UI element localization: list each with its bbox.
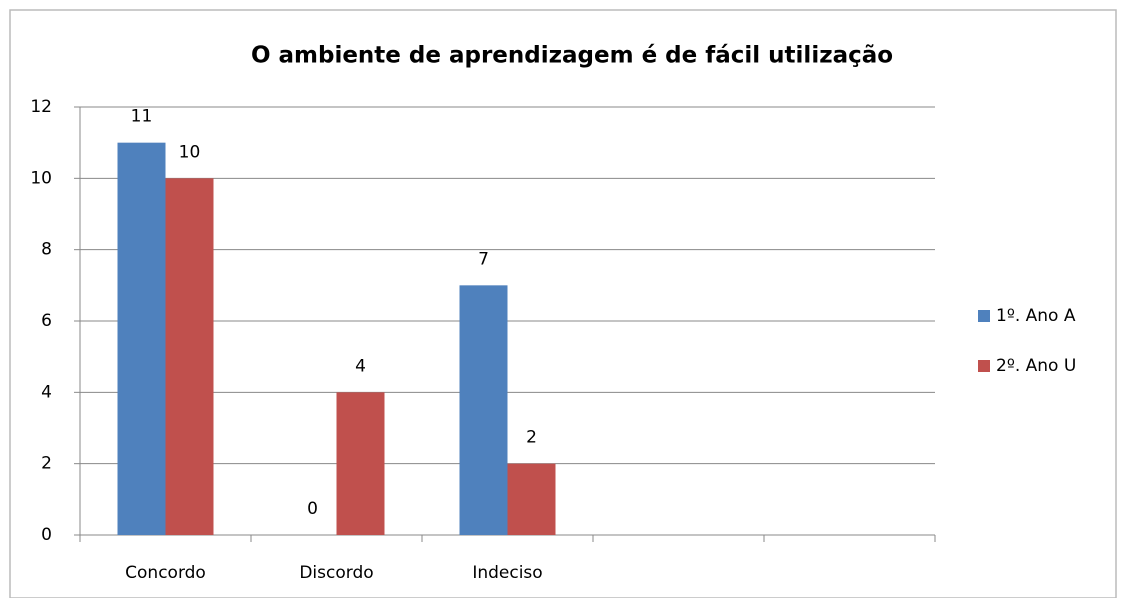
chart-title: O ambiente de aprendizagem é de fácil ut…	[251, 43, 893, 69]
x-tick-label: Indeciso	[472, 563, 542, 583]
data-label: 10	[179, 142, 201, 162]
bar	[117, 142, 166, 535]
y-tick-label: 12	[30, 97, 52, 117]
bar	[336, 392, 385, 535]
x-tick-label: Concordo	[125, 563, 206, 583]
y-tick-label: 2	[41, 454, 52, 474]
data-label: 4	[355, 356, 366, 376]
y-tick-label: 6	[41, 311, 52, 331]
bar	[459, 285, 508, 535]
data-label: 11	[131, 107, 153, 127]
bar	[507, 463, 556, 535]
legend-swatch	[978, 360, 990, 372]
data-label: 0	[307, 499, 318, 519]
y-tick-label: 4	[41, 382, 52, 402]
y-tick-label: 8	[41, 240, 52, 260]
y-tick-label: 10	[30, 168, 52, 188]
y-tick-label: 0	[41, 525, 52, 545]
data-label: 2	[526, 428, 537, 448]
x-tick-label: Discordo	[299, 563, 373, 583]
legend-label: 2º. Ano U	[996, 356, 1076, 376]
data-label: 7	[478, 249, 489, 269]
legend-label: 1º. Ano A	[996, 306, 1076, 326]
bar	[165, 178, 214, 536]
legend-swatch	[978, 310, 990, 322]
